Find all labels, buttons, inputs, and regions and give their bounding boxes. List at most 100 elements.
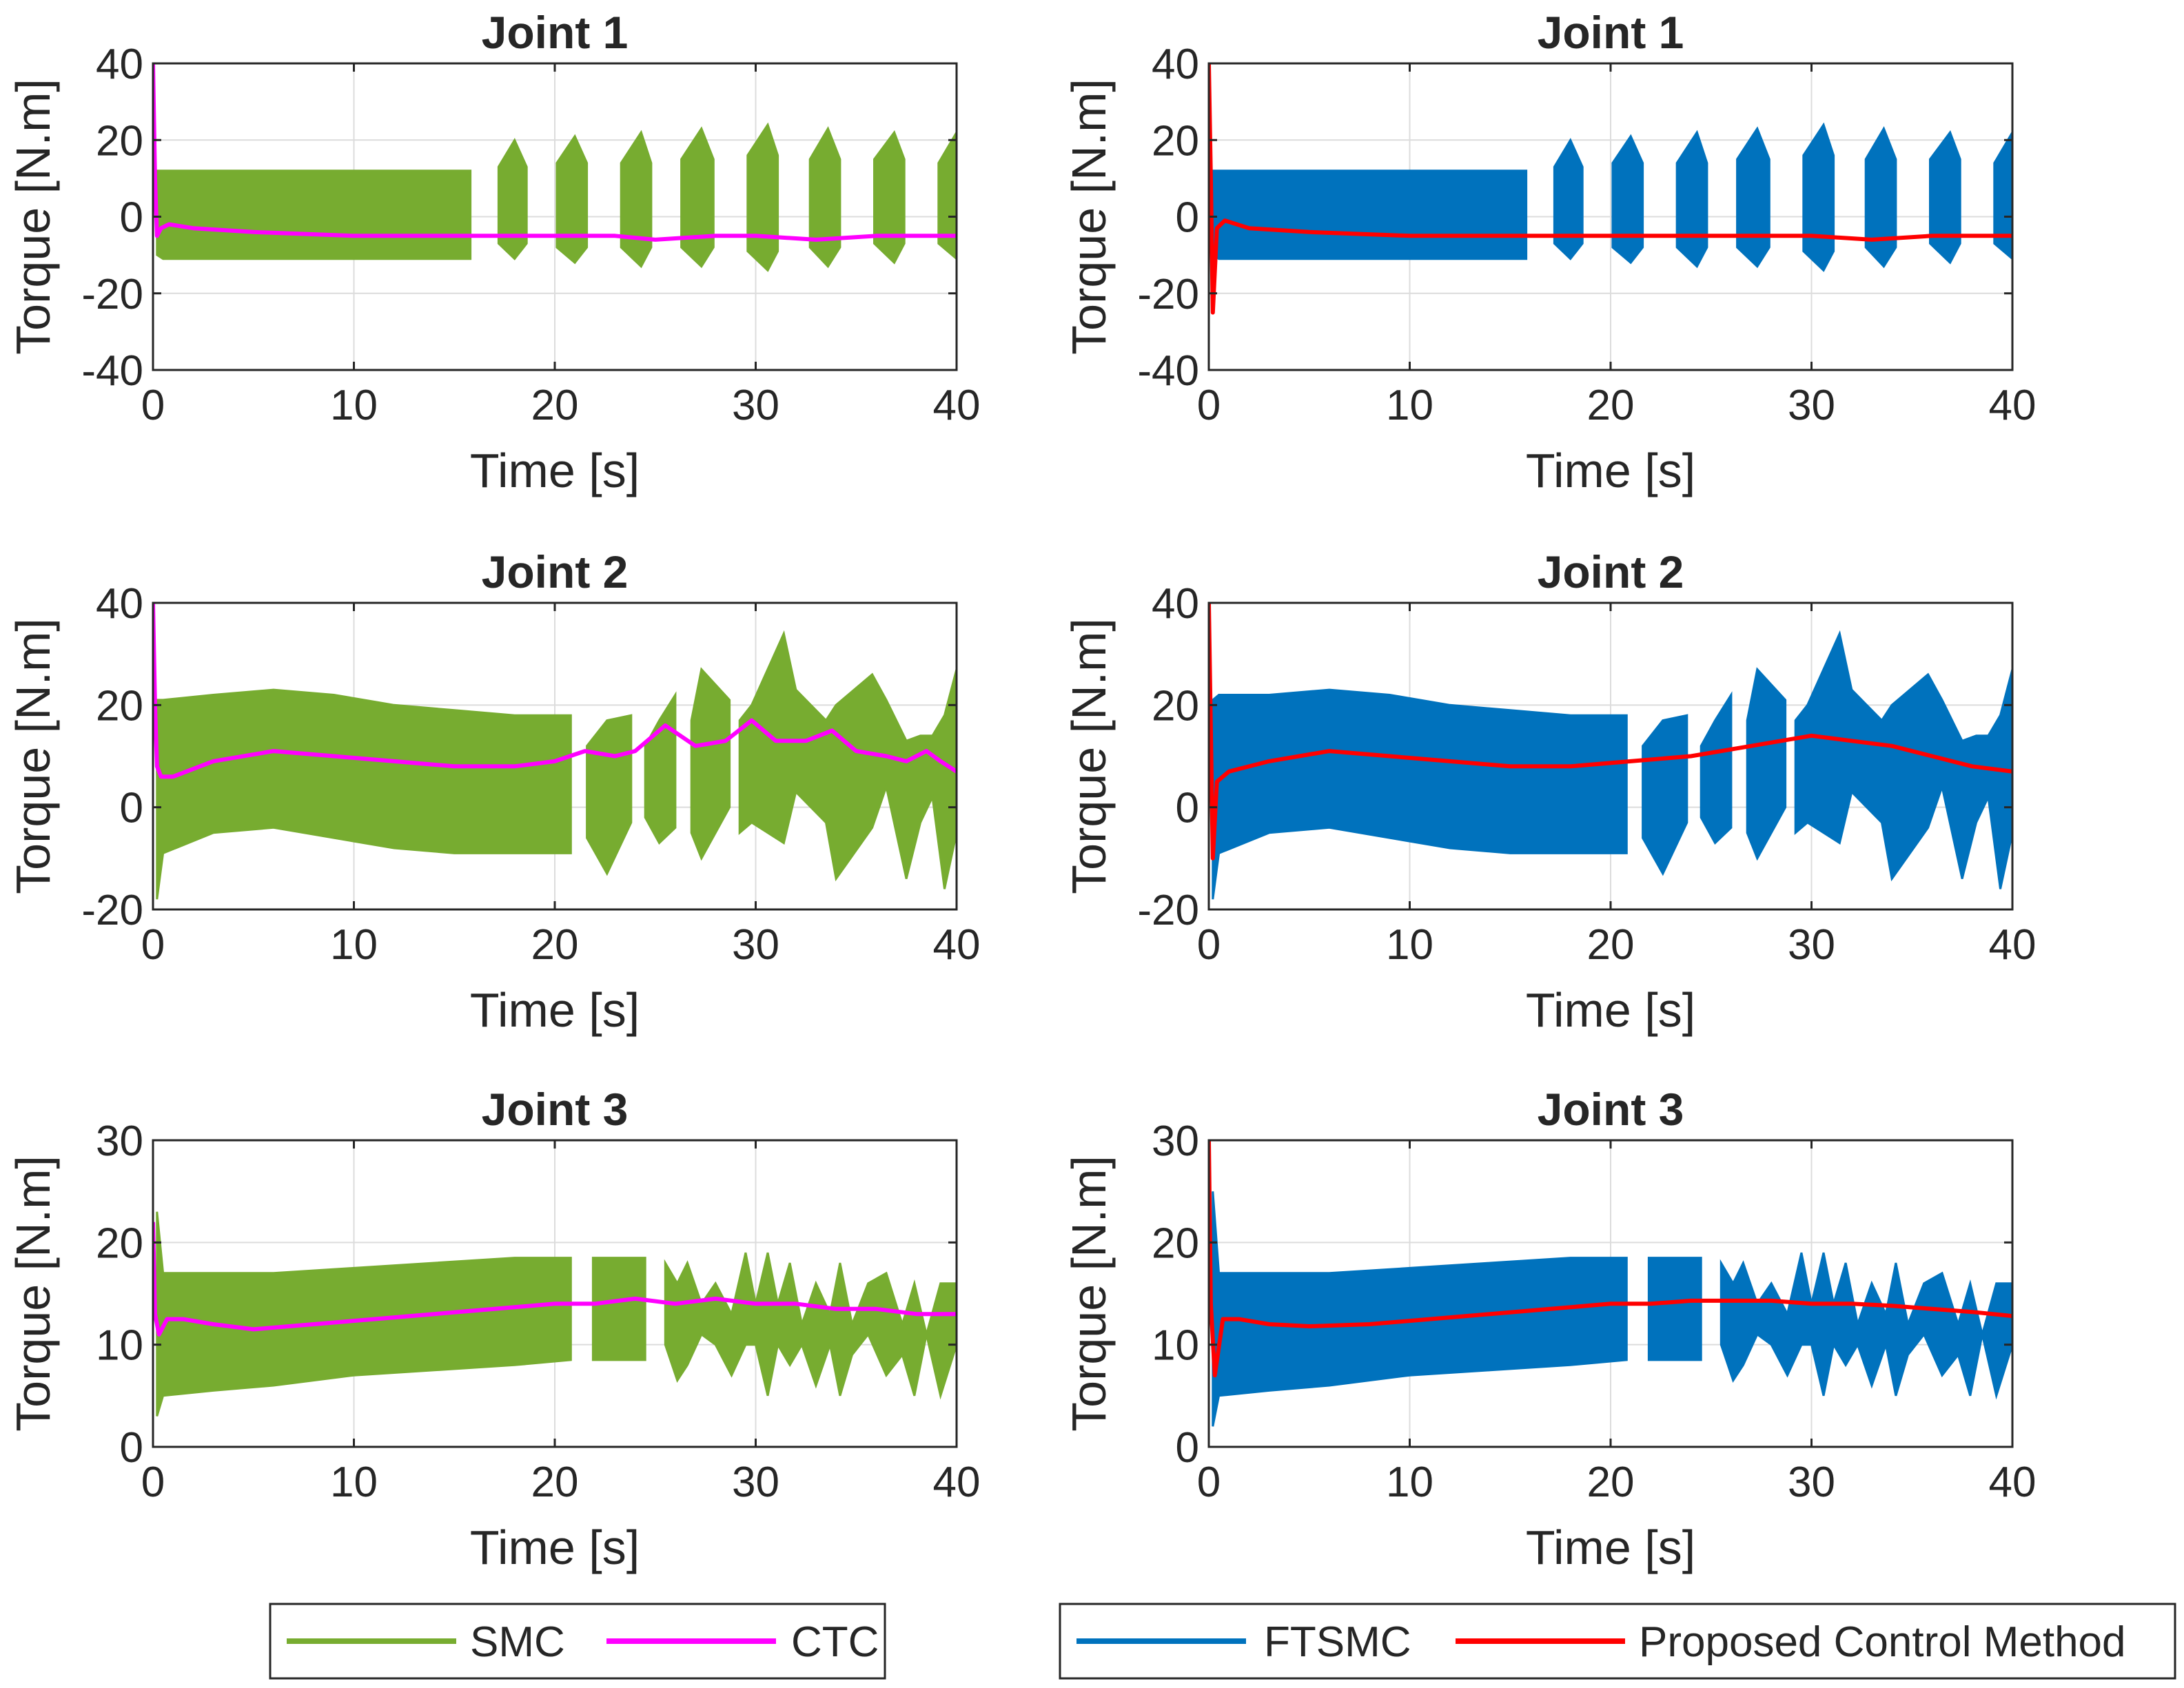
y-tick-label: -20 — [81, 271, 143, 318]
y-tick-label: 20 — [1152, 1219, 1199, 1267]
chart-panel-2: 0 10 20 30 40 -40 -20 0 20 40 Joint 1 Time [s] Torqu… — [1062, 7, 2036, 497]
series-ctc-line — [153, 603, 957, 779]
y-tick-label: -20 — [1137, 271, 1199, 318]
plot-data — [1209, 603, 2012, 900]
y-tick-label: 0 — [1176, 194, 1199, 242]
y-tick-label: 0 — [120, 785, 143, 832]
chart-title: Joint 2 — [1538, 546, 1684, 597]
y-tick-label: 30 — [96, 1118, 143, 1165]
x-axis-label: Time [s] — [470, 1521, 640, 1574]
plot-data — [153, 603, 957, 900]
legend-left: SMC CTC — [269, 1603, 886, 1680]
y-axis-label: Torque [N.m] — [6, 1155, 60, 1432]
x-tick-label: 40 — [1989, 1459, 2037, 1506]
legend-smc-label: SMC — [470, 1618, 565, 1666]
x-tick-label: 30 — [1788, 921, 1835, 969]
x-tick-label: 30 — [732, 1459, 779, 1506]
series-smc-band — [591, 1257, 646, 1361]
series-ctc-line — [153, 1222, 957, 1337]
x-tick-label: 0 — [141, 1459, 165, 1506]
series-smc-band — [156, 688, 572, 900]
x-tick-label: 30 — [732, 921, 779, 969]
x-tick-label: 30 — [1788, 1459, 1835, 1506]
x-axis-label: Time [s] — [1526, 1521, 1695, 1574]
series-ftsmc-band — [1719, 1252, 2012, 1400]
x-tick-label: 0 — [141, 382, 165, 429]
series-ftsmc-band — [1794, 630, 2012, 889]
chart-title: Joint 3 — [482, 1084, 629, 1135]
series-smc-band — [156, 1211, 572, 1417]
x-tick-label: 30 — [1788, 382, 1835, 429]
y-tick-label: 0 — [1176, 785, 1199, 832]
x-axis-label: Time [s] — [1526, 983, 1695, 1037]
x-tick-label: 10 — [1386, 1459, 1433, 1506]
y-tick-label: -20 — [81, 887, 143, 934]
y-tick-label: -20 — [1137, 887, 1199, 934]
series-smc-band — [620, 130, 653, 269]
x-axis-label: Time [s] — [1526, 444, 1695, 497]
series-ftsmc-band — [1212, 1191, 1628, 1427]
y-axis-label: Torque [N.m] — [6, 79, 60, 355]
y-tick-label: 40 — [1152, 580, 1199, 628]
series-smc-band — [156, 169, 472, 260]
legend-ctc-label: CTC — [791, 1618, 879, 1666]
series-proposed-control-method-line — [1209, 63, 2012, 315]
series-smc-band — [497, 138, 528, 260]
series-ftsmc-band — [1736, 126, 1770, 269]
chart-panel-5: 0 10 20 30 40 0 10 20 30 Joint 3 Time [s] Torque [N… — [6, 1084, 980, 1574]
series-ftsmc-band — [1642, 714, 1688, 876]
x-tick-label: 0 — [1197, 921, 1221, 969]
series-proposed-control-method-line — [1209, 603, 2012, 861]
x-tick-label: 30 — [732, 382, 779, 429]
y-tick-label: 30 — [1152, 1118, 1199, 1165]
plot-data — [153, 1211, 957, 1417]
series-ftsmc-band — [1864, 126, 1897, 269]
x-tick-label: 0 — [1197, 1459, 1221, 1506]
x-tick-label: 0 — [141, 921, 165, 969]
x-tick-label: 40 — [933, 1459, 981, 1506]
x-tick-label: 40 — [1989, 921, 2037, 969]
y-axis-label: Torque [N.m] — [1062, 618, 1116, 894]
plot-data — [1209, 1140, 2012, 1427]
chart-title: Joint 1 — [482, 7, 629, 58]
chart-title: Joint 2 — [482, 546, 629, 597]
x-tick-label: 0 — [1197, 382, 1221, 429]
y-tick-label: 0 — [120, 1424, 143, 1472]
x-axis-label: Time [s] — [470, 444, 640, 497]
chart-panel-1: 0 10 20 30 40 -40 -20 0 20 40 Joint 1 Time [s] Torqu… — [6, 7, 980, 497]
x-tick-label: 10 — [330, 1459, 378, 1506]
series-smc-band — [873, 130, 906, 265]
series-ftsmc-band — [1993, 130, 2012, 260]
y-tick-label: 20 — [1152, 682, 1199, 730]
y-axis-label: Torque [N.m] — [1062, 1155, 1116, 1432]
series-smc-band — [664, 1252, 957, 1400]
y-tick-label: 40 — [1152, 41, 1199, 88]
series-smc-band — [680, 126, 715, 269]
series-ftsmc-band — [1700, 691, 1733, 845]
plot-data — [153, 63, 957, 272]
series-ftsmc-band — [1675, 130, 1708, 269]
series-smc-band — [808, 126, 841, 269]
x-tick-label: 40 — [1989, 382, 2037, 429]
x-tick-label: 10 — [1386, 382, 1433, 429]
y-tick-label: 0 — [1176, 1424, 1199, 1472]
legend-right: FTSMC Proposed Control Method — [1059, 1603, 2176, 1680]
series-ctc-line — [153, 63, 957, 242]
x-tick-label: 20 — [531, 921, 579, 969]
y-tick-label: 0 — [120, 194, 143, 242]
series-ftsmc-band — [1212, 688, 1628, 900]
y-tick-label: -40 — [1137, 347, 1199, 395]
y-axis-label: Torque [N.m] — [6, 618, 60, 894]
chart-title: Joint 3 — [1538, 1084, 1684, 1135]
series-proposed-control-method-line — [1209, 1140, 2012, 1378]
series-ftsmc-band — [1647, 1257, 1702, 1361]
y-tick-label: 10 — [96, 1322, 143, 1370]
series-ftsmc-band — [1212, 169, 1528, 260]
legend-proposed-label: Proposed Control Method — [1639, 1618, 2126, 1666]
x-tick-label: 20 — [531, 382, 579, 429]
series-smc-band — [937, 130, 957, 260]
y-axis-label: Torque [N.m] — [1062, 79, 1116, 355]
